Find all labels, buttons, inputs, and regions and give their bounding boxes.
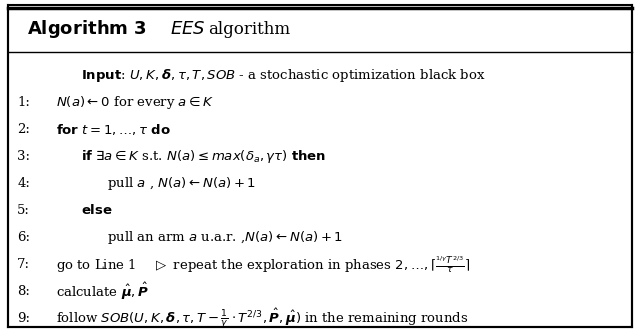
Text: $N(a) \leftarrow 0$ for every $a \in K$: $N(a) \leftarrow 0$ for every $a \in K$ xyxy=(56,94,214,111)
FancyBboxPatch shape xyxy=(8,5,632,327)
Text: $\mathbf{Input}$: $U, K, \boldsymbol{\delta}, \tau, T, SOB$ - a stochastic optim: $\mathbf{Input}$: $U, K, \boldsymbol{\de… xyxy=(81,67,486,84)
Text: $\mathit{EES}$: $\mathit{EES}$ xyxy=(170,20,206,38)
Text: $\mathbf{if}$ $\exists a \in K$ s.t. $N(a) \leq \mathit{max}(\delta_a, \gamma\ta: $\mathbf{if}$ $\exists a \in K$ s.t. $N(… xyxy=(81,148,326,165)
Text: algorithm: algorithm xyxy=(209,21,291,38)
Text: 1:: 1: xyxy=(17,96,30,109)
Text: 4:: 4: xyxy=(17,177,30,190)
Text: $\mathbf{else}$: $\mathbf{else}$ xyxy=(81,203,113,217)
Text: 2:: 2: xyxy=(17,123,30,136)
Text: 5:: 5: xyxy=(17,204,30,217)
Text: 8:: 8: xyxy=(17,285,30,298)
Text: pull an arm $a$ u.a.r. ,$N(a) \leftarrow N(a)+1$: pull an arm $a$ u.a.r. ,$N(a) \leftarrow… xyxy=(106,229,342,246)
Text: 3:: 3: xyxy=(17,150,30,163)
Text: follow $\mathit{SOB}(U, K, \boldsymbol{\delta}, \tau, T - \frac{1}{\gamma} \cdot: follow $\mathit{SOB}(U, K, \boldsymbol{\… xyxy=(56,307,468,330)
Text: $\mathbf{Algorithm\ 3}$: $\mathbf{Algorithm\ 3}$ xyxy=(27,18,147,40)
Text: 9:: 9: xyxy=(17,312,30,325)
Text: 6:: 6: xyxy=(17,231,30,244)
Text: go to Line 1 $\quad\triangleright$ repeat the exploration in phases $2, \ldots, : go to Line 1 $\quad\triangleright$ repea… xyxy=(56,254,470,275)
Text: $\mathbf{for}$ $t = 1, \ldots, \tau$ $\mathbf{do}$: $\mathbf{for}$ $t = 1, \ldots, \tau$ $\m… xyxy=(56,122,170,137)
Text: pull $a$ , $N(a) \leftarrow N(a)+1$: pull $a$ , $N(a) \leftarrow N(a)+1$ xyxy=(106,175,255,192)
Text: 7:: 7: xyxy=(17,258,30,271)
Text: calculate $\hat{\boldsymbol{\mu}}, \hat{\boldsymbol{P}}$: calculate $\hat{\boldsymbol{\mu}}, \hat{… xyxy=(56,281,148,302)
